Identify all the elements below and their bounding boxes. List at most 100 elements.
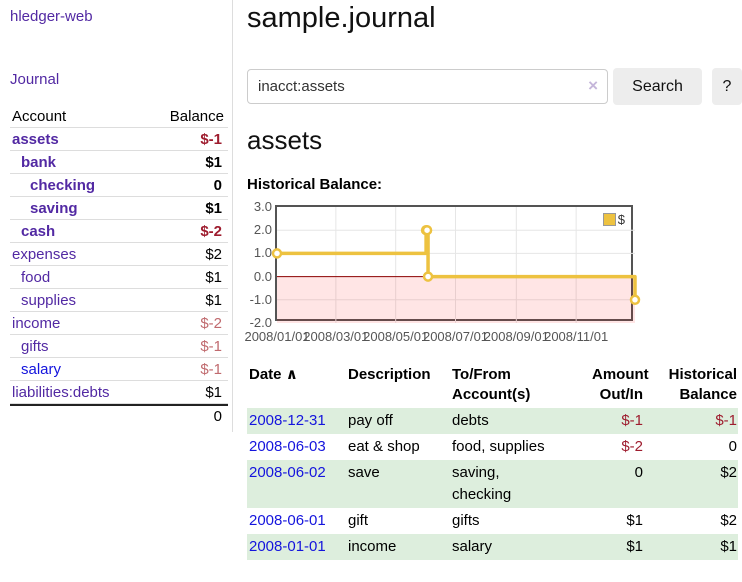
account-row: food $1 bbox=[10, 266, 228, 289]
balance-column-header: Balance bbox=[169, 107, 224, 125]
description-column-header: Description bbox=[348, 366, 431, 383]
account-row: assets $-1 bbox=[10, 128, 228, 151]
brand-link[interactable]: hledger-web bbox=[10, 8, 93, 25]
y-axis-tick-label: 0.0 bbox=[253, 268, 272, 284]
amount-column-header: Amount Out/In bbox=[592, 366, 649, 403]
date-column-header[interactable]: Date ∧ bbox=[249, 366, 298, 383]
transaction-amount: $-2 bbox=[621, 438, 643, 455]
accounts-total-row: 0 bbox=[10, 404, 228, 427]
transaction-row: 2008-06-02 save saving, checking 0 $2 bbox=[247, 460, 738, 508]
transaction-row: 2008-12-31 pay off debts $-1 $-1 bbox=[247, 408, 738, 434]
account-column-header: To/From Account(s) bbox=[452, 366, 531, 403]
sidebar-item-journal[interactable]: Journal bbox=[10, 71, 60, 88]
transaction-description: income bbox=[348, 538, 397, 555]
account-link-gifts[interactable]: gifts bbox=[21, 337, 49, 355]
page-title: sample.journal bbox=[247, 2, 436, 34]
transaction-accounts: gifts bbox=[452, 512, 480, 529]
account-row: income $-2 bbox=[10, 312, 228, 335]
y-axis-tick-label: -1.0 bbox=[249, 291, 272, 307]
clear-search-icon[interactable]: × bbox=[588, 76, 598, 95]
transaction-date-link[interactable]: 2008-01-01 bbox=[249, 538, 326, 555]
y-axis-tick-label: -2.0 bbox=[249, 315, 272, 330]
account-balance: $-2 bbox=[200, 314, 222, 332]
transaction-description: eat & shop bbox=[348, 438, 420, 455]
account-row: bank $1 bbox=[10, 151, 228, 174]
account-link-food[interactable]: food bbox=[21, 268, 51, 286]
account-row: liabilities:debts $1 bbox=[10, 381, 228, 404]
transaction-row: 2008-01-01 income salary $1 $1 bbox=[247, 534, 738, 560]
transaction-accounts: saving, checking bbox=[452, 464, 512, 503]
accounts-total: 0 bbox=[213, 408, 222, 425]
account-link-cash[interactable]: cash bbox=[21, 222, 56, 240]
search-box: × bbox=[247, 69, 608, 104]
help-button[interactable]: ? bbox=[712, 68, 742, 105]
account-link-income[interactable]: income bbox=[12, 314, 61, 332]
account-row: expenses $2 bbox=[10, 243, 228, 266]
transaction-row: 2008-06-01 gift gifts $1 $2 bbox=[247, 508, 738, 534]
account-link-saving[interactable]: saving bbox=[30, 199, 78, 217]
x-axis-tick-label: 2008/09/01 bbox=[483, 329, 549, 344]
section-title: assets bbox=[247, 125, 323, 155]
transaction-amount: 0 bbox=[634, 464, 643, 481]
account-row: supplies $1 bbox=[10, 289, 228, 312]
account-row: saving $1 bbox=[10, 197, 228, 220]
account-balance: 0 bbox=[213, 176, 222, 194]
account-link-expenses[interactable]: expenses bbox=[12, 245, 77, 263]
transaction-balance: $-1 bbox=[715, 412, 737, 429]
account-balance: $2 bbox=[205, 245, 222, 263]
x-axis-tick-label: 2008/07/01 bbox=[422, 329, 489, 344]
chart-y-labels: 3.0 2.0 1.0 0.0 -1.0 -2.0 bbox=[247, 199, 272, 330]
account-link-bank[interactable]: bank bbox=[21, 153, 57, 171]
transaction-balance: 0 bbox=[728, 438, 737, 455]
chart-plot: $ bbox=[271, 205, 641, 323]
account-link-checking[interactable]: checking bbox=[30, 176, 96, 194]
account-link-assets[interactable]: assets bbox=[12, 130, 59, 148]
transaction-description: pay off bbox=[348, 412, 393, 429]
transaction-date-link[interactable]: 2008-12-31 bbox=[249, 412, 326, 429]
y-axis-tick-label: 2.0 bbox=[253, 222, 272, 238]
x-axis-tick-label: 2008/01/01 bbox=[244, 329, 310, 344]
account-balance: $1 bbox=[205, 291, 222, 309]
chart-x-labels: 2008/01/01 2008/03/01 2008/05/01 2008/07/01… bbox=[244, 329, 635, 345]
transaction-accounts: food, supplies bbox=[452, 438, 545, 455]
y-axis-tick-label: 1.0 bbox=[253, 245, 272, 261]
x-axis-tick-label: 2008/03/01 bbox=[303, 329, 369, 344]
chart-caption: Historical Balance: bbox=[247, 176, 383, 193]
accounts-table-header: Account Balance bbox=[10, 105, 228, 128]
historical-balance-chart: 3.0 2.0 1.0 0.0 -1.0 -2.0 $ 2008/01/01 2008/03… bbox=[244, 199, 687, 350]
account-row: salary $-1 bbox=[10, 358, 228, 381]
account-balance: $-1 bbox=[200, 130, 222, 148]
chart-series-svg bbox=[271, 207, 641, 323]
account-column-header: Account bbox=[12, 107, 67, 125]
x-axis-tick-label: 2008/11/01 bbox=[544, 329, 609, 344]
transaction-row: 2008-06-03 eat & shop food, supplies $-2… bbox=[247, 434, 738, 460]
account-balance: $1 bbox=[205, 383, 222, 401]
accounts-table: Account Balance assets $-1 bank $1 checkin… bbox=[10, 105, 228, 427]
search-button[interactable]: Search bbox=[613, 68, 702, 105]
search-input[interactable] bbox=[247, 69, 608, 104]
transaction-balance: $2 bbox=[720, 512, 737, 529]
sort-ascending-icon: ∧ bbox=[285, 366, 298, 383]
transaction-amount: $1 bbox=[626, 538, 643, 555]
sidebar: hledger-web Journal Account Balance asse… bbox=[0, 0, 233, 432]
transaction-date-link[interactable]: 2008-06-03 bbox=[249, 438, 326, 455]
transaction-amount: $1 bbox=[626, 512, 643, 529]
transaction-balance: $2 bbox=[720, 464, 737, 481]
transaction-date-link[interactable]: 2008-06-02 bbox=[249, 464, 326, 481]
account-link-liabilities-debts[interactable]: liabilities:debts bbox=[12, 383, 110, 401]
transaction-description: save bbox=[348, 464, 380, 481]
account-balance: $-1 bbox=[200, 337, 222, 355]
account-row: gifts $-1 bbox=[10, 335, 228, 358]
account-link-salary[interactable]: salary bbox=[21, 360, 62, 378]
chart-legend: $ bbox=[602, 212, 625, 227]
account-balance: $-2 bbox=[200, 222, 222, 240]
transactions-table: Date ∧ Description To/From Account(s) Am… bbox=[247, 362, 738, 560]
transaction-description: gift bbox=[348, 512, 369, 529]
transaction-amount: $-1 bbox=[621, 412, 643, 429]
account-row: checking 0 bbox=[10, 174, 228, 197]
transaction-accounts: debts bbox=[452, 412, 489, 429]
transaction-date-link[interactable]: 2008-06-01 bbox=[249, 512, 326, 529]
account-row: cash $-2 bbox=[10, 220, 228, 243]
account-balance: $1 bbox=[205, 199, 222, 217]
account-link-supplies[interactable]: supplies bbox=[21, 291, 77, 309]
